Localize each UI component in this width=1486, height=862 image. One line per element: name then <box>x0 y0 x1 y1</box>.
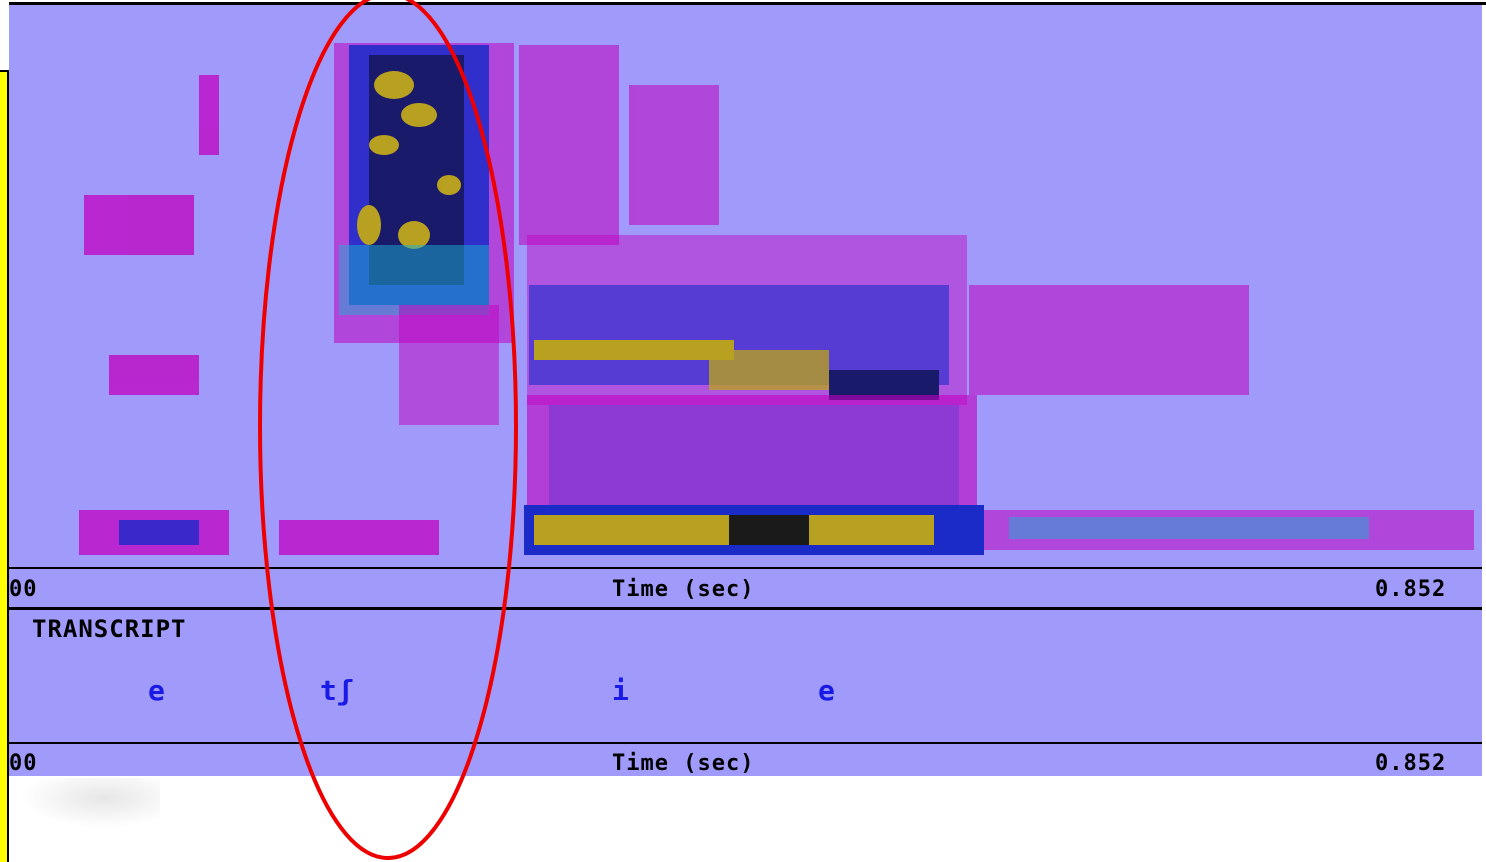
transcript-time-axis <box>9 744 1482 776</box>
background-smudge <box>20 778 160 828</box>
segment-e-2: e <box>818 674 835 707</box>
segment-i: i <box>612 674 629 707</box>
divider-line <box>9 607 1482 610</box>
side-bar <box>0 70 9 862</box>
segment-e-1: e <box>148 674 165 707</box>
transcript-time-axis-end: 0.852 <box>1375 751 1447 776</box>
top-border <box>9 2 1486 5</box>
transcript-panel <box>9 610 1482 742</box>
time-axis-end: 0.852 <box>1375 577 1447 602</box>
transcript-time-axis-label: Time (sec) <box>612 751 755 776</box>
formant-f2 <box>527 235 967 405</box>
spectrogram <box>79 43 1474 555</box>
transcript-axis-line <box>9 742 1482 744</box>
segment-tsh: tʃ <box>320 674 354 707</box>
transcript-time-axis-start: 00 <box>9 751 38 776</box>
spectrogram-axis-line <box>9 567 1482 569</box>
transcript-title: TRANSCRIPT <box>32 615 187 643</box>
spectrogram-panel <box>9 5 1482 568</box>
noise-right <box>519 45 1249 395</box>
time-axis-start: 00 <box>9 577 38 602</box>
spectrogram-time-axis <box>9 569 1482 607</box>
time-axis-label: Time (sec) <box>612 577 755 602</box>
frication-burst <box>334 43 514 425</box>
voicing-striations <box>527 395 977 505</box>
formant-f1 <box>524 505 1474 555</box>
